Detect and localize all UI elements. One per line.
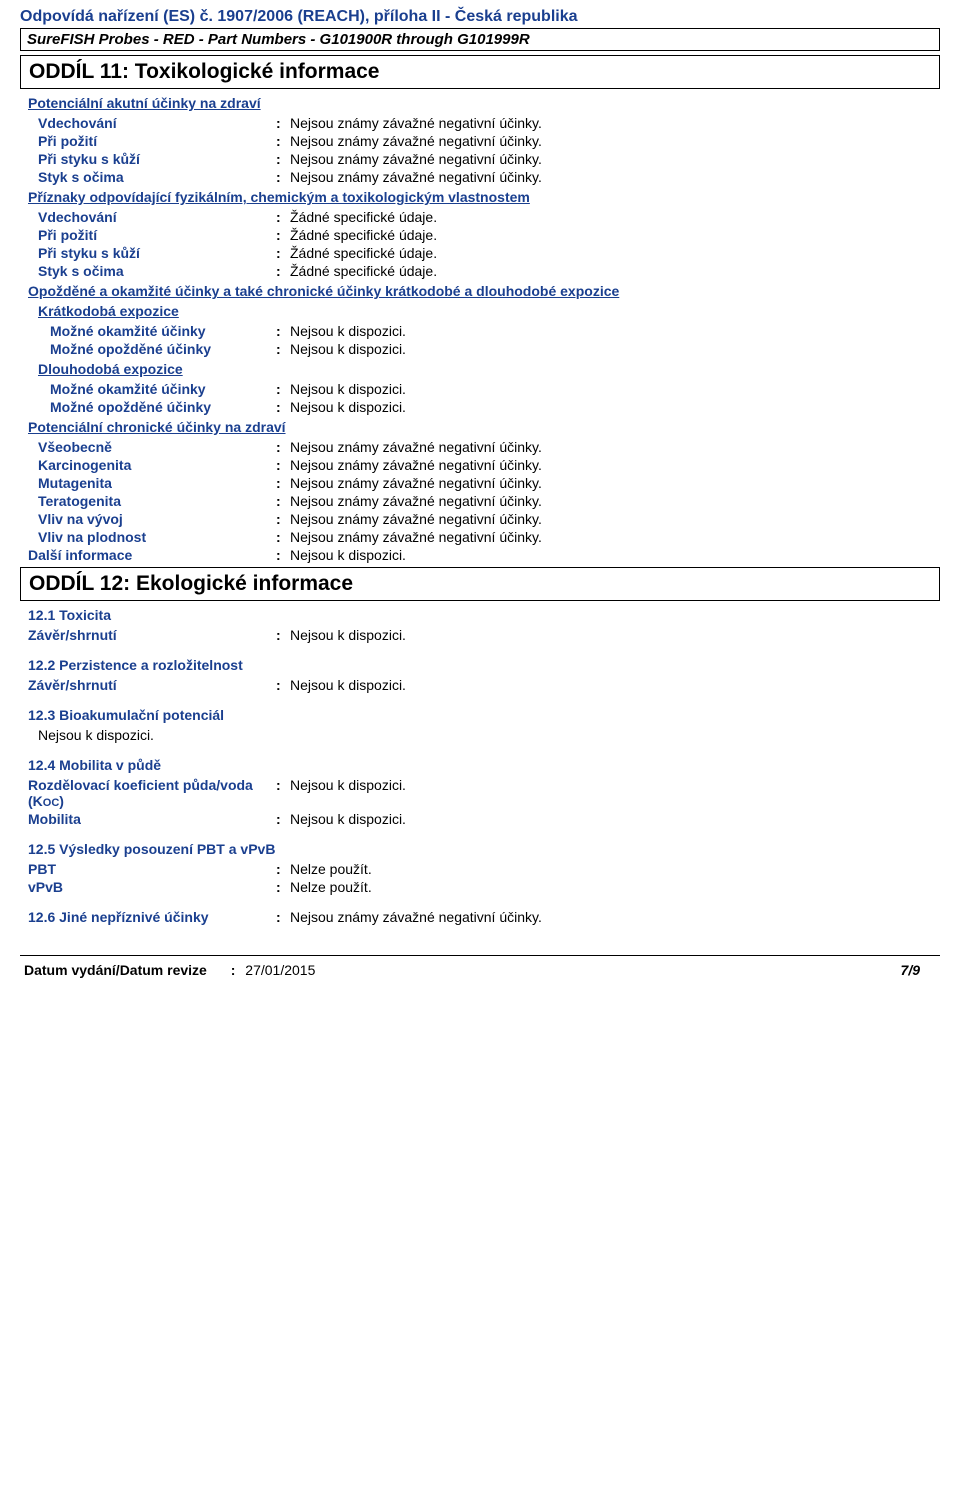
long-row-lbl: Možné opožděné účinky bbox=[50, 399, 276, 415]
acute-row-val: Nejsou známy závažné negativní účinky. bbox=[290, 169, 940, 185]
acute-row-val: Nejsou známy závažné negativní účinky. bbox=[290, 151, 940, 167]
sep: : bbox=[276, 861, 290, 877]
chronic-row-lbl: Vliv na plodnost bbox=[38, 529, 276, 545]
s123-val: Nejsou k dispozici. bbox=[38, 727, 940, 743]
symptoms-row-lbl: Styk s očima bbox=[38, 263, 276, 279]
s126-val: Nejsou známy závažné negativní účinky. bbox=[290, 909, 940, 925]
long-exposure-heading: Dlouhodobá expozice bbox=[38, 361, 940, 377]
chronic-row-val: Nejsou známy závažné negativní účinky. bbox=[290, 475, 940, 491]
s124-row-lbl: Mobilita bbox=[28, 811, 276, 827]
symptoms-row-lbl: Při styku s kůží bbox=[38, 245, 276, 261]
long-row-val: Nejsou k dispozici. bbox=[290, 381, 940, 397]
sep: : bbox=[276, 151, 290, 167]
symptoms-row-val: Žádné specifické údaje. bbox=[290, 209, 940, 225]
s124-row-val: Nejsou k dispozici. bbox=[290, 811, 940, 827]
short-row-lbl: Možné opožděné účinky bbox=[50, 341, 276, 357]
symptoms-row-lbl: Vdechování bbox=[38, 209, 276, 225]
acute-heading: Potenciální akutní účinky na zdraví bbox=[28, 95, 940, 111]
s125-heading: 12.5 Výsledky posouzení PBT a vPvB bbox=[28, 841, 940, 857]
s122-lbl: Závěr/shrnutí bbox=[28, 677, 276, 693]
acute-row-val: Nejsou známy závažné negativní účinky. bbox=[290, 115, 940, 131]
footer-sep: : bbox=[231, 962, 236, 978]
sep: : bbox=[276, 133, 290, 149]
s125-row-lbl: vPvB bbox=[28, 879, 276, 895]
symptoms-heading: Příznaky odpovídající fyzikálním, chemic… bbox=[28, 189, 940, 205]
sep: : bbox=[276, 263, 290, 279]
delayed-heading: Opožděné a okamžité účinky a také chroni… bbox=[28, 283, 940, 299]
s124-heading: 12.4 Mobilita v půdě bbox=[28, 757, 940, 773]
acute-row-lbl: Vdechování bbox=[38, 115, 276, 131]
short-row-val: Nejsou k dispozici. bbox=[290, 341, 940, 357]
section-11-title: ODDÍL 11: Toxikologické informace bbox=[20, 55, 940, 89]
symptoms-row-lbl: Při požití bbox=[38, 227, 276, 243]
long-row-val: Nejsou k dispozici. bbox=[290, 399, 940, 415]
sep: : bbox=[276, 529, 290, 545]
s125-row-val: Nelze použít. bbox=[290, 879, 940, 895]
long-row-lbl: Možné okamžité účinky bbox=[50, 381, 276, 397]
s126-lbl: 12.6 Jiné nepříznivé účinky bbox=[28, 909, 276, 925]
other-info-val: Nejsou k dispozici. bbox=[290, 547, 940, 563]
s121-lbl: Závěr/shrnutí bbox=[28, 627, 276, 643]
section-12-title: ODDÍL 12: Ekologické informace bbox=[20, 567, 940, 601]
sep: : bbox=[276, 341, 290, 357]
short-row-lbl: Možné okamžité účinky bbox=[50, 323, 276, 339]
short-row-val: Nejsou k dispozici. bbox=[290, 323, 940, 339]
chronic-row-lbl: Mutagenita bbox=[38, 475, 276, 491]
symptoms-row-val: Žádné specifické údaje. bbox=[290, 263, 940, 279]
sep: : bbox=[276, 777, 290, 809]
chronic-row-val: Nejsou známy závažné negativní účinky. bbox=[290, 457, 940, 473]
symptoms-row-val: Žádné specifické údaje. bbox=[290, 245, 940, 261]
footer-date: 27/01/2015 bbox=[245, 962, 315, 978]
sep: : bbox=[276, 457, 290, 473]
sep: : bbox=[276, 811, 290, 827]
sep: : bbox=[276, 493, 290, 509]
short-exposure-heading: Krátkodobá expozice bbox=[38, 303, 940, 319]
s122-heading: 12.2 Perzistence a rozložitelnost bbox=[28, 657, 940, 673]
s123-heading: 12.3 Bioakumulační potenciál bbox=[28, 707, 940, 723]
compliance-header: Odpovídá nařízení (ES) č. 1907/2006 (REA… bbox=[20, 8, 940, 26]
sep: : bbox=[276, 511, 290, 527]
s124-row-lbl: Rozdělovací koeficient půda/voda (KOC) bbox=[28, 777, 276, 809]
acute-row-lbl: Při požití bbox=[38, 133, 276, 149]
symptoms-row-val: Žádné specifické údaje. bbox=[290, 227, 940, 243]
s124-row-val: Nejsou k dispozici. bbox=[290, 777, 940, 809]
sep: : bbox=[276, 399, 290, 415]
s121-heading: 12.1 Toxicita bbox=[28, 607, 940, 623]
s121-val: Nejsou k dispozici. bbox=[290, 627, 940, 643]
chronic-row-lbl: Vliv na vývoj bbox=[38, 511, 276, 527]
sep: : bbox=[276, 169, 290, 185]
sep: : bbox=[276, 547, 290, 563]
chronic-heading: Potenciální chronické účinky na zdraví bbox=[28, 419, 940, 435]
acute-row-lbl: Při styku s kůží bbox=[38, 151, 276, 167]
acute-row-val: Nejsou známy závažné negativní účinky. bbox=[290, 133, 940, 149]
sep: : bbox=[276, 909, 290, 925]
acute-row-lbl: Styk s očima bbox=[38, 169, 276, 185]
sep: : bbox=[276, 439, 290, 455]
footer-page: 7/9 bbox=[901, 962, 920, 978]
s125-row-lbl: PBT bbox=[28, 861, 276, 877]
sep: : bbox=[276, 209, 290, 225]
sep: : bbox=[276, 245, 290, 261]
sep: : bbox=[276, 627, 290, 643]
sep: : bbox=[276, 227, 290, 243]
footer-date-lbl: Datum vydání/Datum revize bbox=[24, 962, 207, 978]
sep: : bbox=[276, 323, 290, 339]
chronic-row-lbl: Karcinogenita bbox=[38, 457, 276, 473]
sep: : bbox=[276, 475, 290, 491]
sep: : bbox=[276, 381, 290, 397]
chronic-row-val: Nejsou známy závažné negativní účinky. bbox=[290, 529, 940, 545]
other-info-lbl: Další informace bbox=[28, 547, 276, 563]
product-header-box: SureFISH Probes - RED - Part Numbers - G… bbox=[20, 28, 940, 51]
chronic-row-val: Nejsou známy závažné negativní účinky. bbox=[290, 493, 940, 509]
s122-val: Nejsou k dispozici. bbox=[290, 677, 940, 693]
sep: : bbox=[276, 115, 290, 131]
sep: : bbox=[276, 677, 290, 693]
page-footer: Datum vydání/Datum revize : 27/01/2015 7… bbox=[20, 955, 940, 978]
chronic-row-lbl: Všeobecně bbox=[38, 439, 276, 455]
s125-row-val: Nelze použít. bbox=[290, 861, 940, 877]
sep: : bbox=[276, 879, 290, 895]
chronic-row-val: Nejsou známy závažné negativní účinky. bbox=[290, 439, 940, 455]
chronic-row-lbl: Teratogenita bbox=[38, 493, 276, 509]
chronic-row-val: Nejsou známy závažné negativní účinky. bbox=[290, 511, 940, 527]
